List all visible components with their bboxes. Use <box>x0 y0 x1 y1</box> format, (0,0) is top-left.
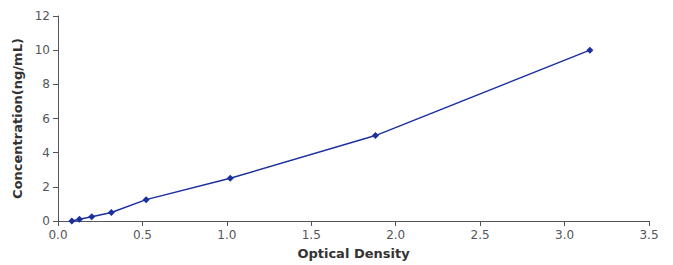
svg-text:8: 8 <box>42 77 50 91</box>
svg-text:3.5: 3.5 <box>639 228 658 242</box>
svg-text:0: 0 <box>42 214 50 228</box>
svg-text:2: 2 <box>42 180 50 194</box>
svg-text:1.0: 1.0 <box>217 228 236 242</box>
svg-text:2.5: 2.5 <box>471 228 490 242</box>
svg-text:Optical Density: Optical Density <box>297 246 410 261</box>
svg-text:4: 4 <box>42 146 50 160</box>
svg-text:10: 10 <box>35 43 50 57</box>
svg-text:Concentration(ng/mL): Concentration(ng/mL) <box>10 38 25 199</box>
svg-text:0.5: 0.5 <box>133 228 152 242</box>
svg-text:6: 6 <box>42 112 50 126</box>
svg-text:1.5: 1.5 <box>302 228 321 242</box>
svg-text:3.0: 3.0 <box>555 228 574 242</box>
svg-text:0.0: 0.0 <box>48 228 67 242</box>
svg-text:2.0: 2.0 <box>386 228 405 242</box>
svg-text:12: 12 <box>35 9 50 23</box>
